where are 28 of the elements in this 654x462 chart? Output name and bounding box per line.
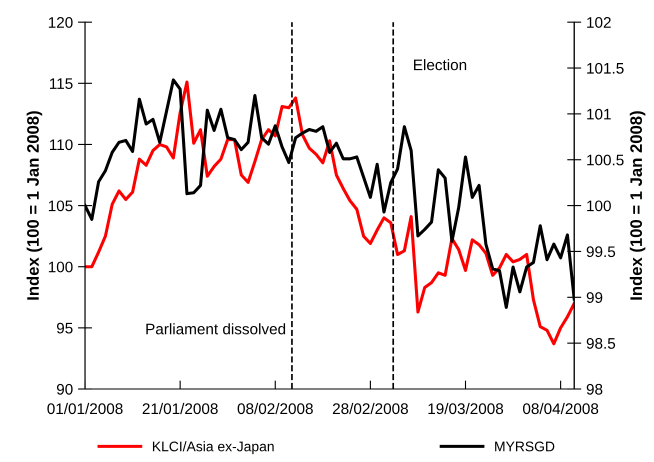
y-tick-label: 105 <box>48 200 73 212</box>
y2-tick-label: 100.5 <box>587 154 624 166</box>
y2-tick-label: 101.5 <box>587 62 624 74</box>
x-tick-label: 08/04/2008 <box>522 402 598 414</box>
y-tick-label: 115 <box>50 78 73 89</box>
y2-tick-label: 99.5 <box>586 246 616 258</box>
x-tick-label: 21/01/2008 <box>142 402 218 414</box>
y2-tick-label: 102 <box>587 17 611 28</box>
y2-tick-label: 99 <box>586 292 602 303</box>
x-tick-label: 28/02/2008 <box>332 402 408 414</box>
y2-tick-label: 101 <box>587 108 611 120</box>
annotation: Parliament dissolved <box>146 323 286 334</box>
y-tick-label: 110 <box>50 139 73 150</box>
y2-tick-label: 98 <box>586 384 602 395</box>
y2-tick-label: 98.5 <box>586 338 616 349</box>
annotation: Election <box>414 59 466 70</box>
y-axis-title: Index (100 = 1 Jan 2008) <box>26 111 42 300</box>
y2-tick-label: 100 <box>587 200 611 212</box>
x-tick-label: 08/02/2008 <box>238 402 313 414</box>
y-tick-label: 100 <box>48 262 73 272</box>
x-tick-label: 01/01/2008 <box>47 402 123 414</box>
legend-label: MYRSGD <box>495 442 554 452</box>
legend-label: KLCI/Asia ex-Japan <box>152 441 274 454</box>
y-tick-label: 95 <box>56 322 73 334</box>
y2-axis-title: Index (100 = 1 Jan 2008) <box>630 111 646 300</box>
y-tick-label: 90 <box>56 384 73 395</box>
x-tick-label: 19/03/2008 <box>428 402 504 414</box>
y-tick-label: 120 <box>48 17 73 28</box>
